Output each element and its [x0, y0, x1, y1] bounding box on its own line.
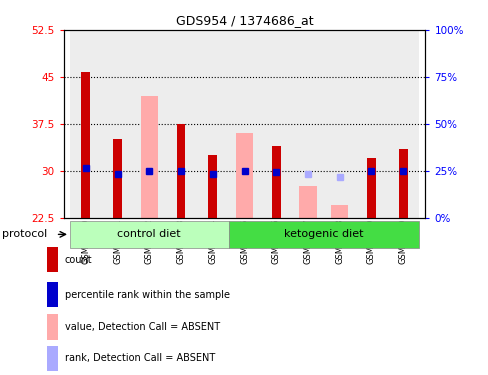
Text: rank, Detection Call = ABSENT: rank, Detection Call = ABSENT — [65, 354, 215, 363]
Text: ketogenic diet: ketogenic diet — [284, 230, 363, 239]
Bar — [197, 30, 228, 217]
Bar — [366, 158, 375, 218]
Bar — [140, 96, 158, 218]
Bar — [47, 282, 58, 308]
Bar — [235, 133, 253, 218]
Bar — [323, 30, 355, 217]
Bar — [355, 30, 386, 217]
Bar — [386, 30, 418, 217]
Bar — [398, 149, 407, 217]
Bar — [228, 221, 418, 248]
Bar — [228, 30, 260, 217]
Bar — [81, 72, 90, 217]
Text: count: count — [65, 255, 92, 265]
Bar — [133, 30, 165, 217]
Text: percentile rank within the sample: percentile rank within the sample — [65, 290, 229, 300]
Bar — [208, 155, 217, 218]
Bar — [47, 247, 58, 272]
Text: protocol: protocol — [2, 230, 48, 239]
Bar — [70, 221, 228, 248]
Bar — [271, 146, 280, 218]
Text: value, Detection Call = ABSENT: value, Detection Call = ABSENT — [65, 322, 220, 332]
Bar — [260, 30, 291, 217]
Bar — [47, 346, 58, 371]
Bar — [102, 30, 133, 217]
Bar — [176, 124, 185, 218]
Title: GDS954 / 1374686_at: GDS954 / 1374686_at — [175, 15, 313, 27]
Bar — [299, 186, 316, 218]
Bar — [70, 30, 102, 217]
Bar — [47, 314, 58, 340]
Bar — [330, 205, 348, 218]
Bar — [291, 30, 323, 217]
Bar — [113, 140, 122, 218]
Text: control diet: control diet — [117, 230, 181, 239]
Bar — [165, 30, 197, 217]
